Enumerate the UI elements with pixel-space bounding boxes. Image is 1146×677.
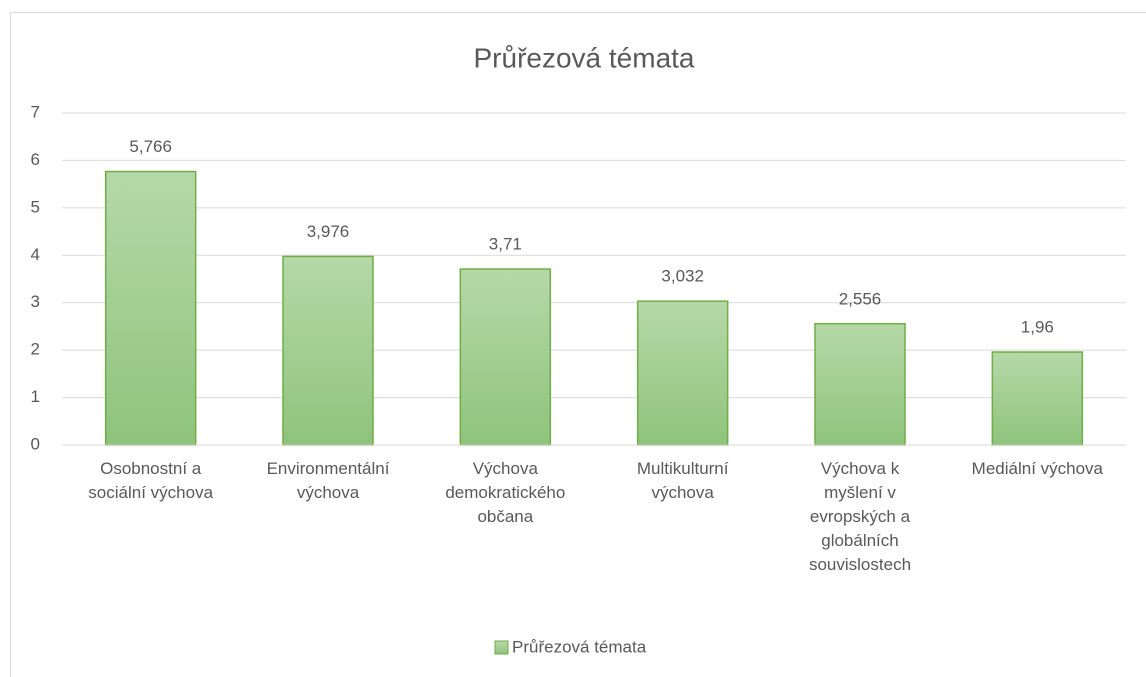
x-tick-label: Výchova demokratického občana (445, 459, 565, 526)
data-label: 3,71 (489, 235, 522, 254)
x-tick-label: Výchova k myšlení v evropských a globálních… (809, 459, 911, 574)
x-tick-label: Environmentální výchova (267, 459, 390, 502)
bar (104, 170, 197, 446)
bar (814, 323, 906, 446)
bar (459, 268, 552, 446)
legend-swatch (494, 640, 509, 655)
chart-title: Průřezová témata (474, 42, 695, 73)
y-tick-label: 3 (31, 292, 40, 311)
bar (282, 255, 374, 446)
data-label: 5,766 (129, 137, 172, 156)
x-tick-label: Mediální výchova (972, 459, 1104, 478)
y-tick-label: 5 (31, 197, 40, 216)
x-tick-label: Osobnostní a sociální výchova (88, 459, 213, 502)
y-tick-label: 1 (31, 387, 40, 406)
data-label: 3,976 (307, 222, 350, 241)
y-tick-label: 2 (31, 340, 40, 359)
y-tick-label: 0 (31, 434, 40, 453)
x-tick-label: Multikulturní výchova (637, 459, 729, 502)
chart-border (10, 12, 1146, 677)
data-label: 2,556 (839, 289, 882, 308)
y-tick-label: 4 (31, 245, 40, 264)
data-label: 1,96 (1021, 318, 1054, 337)
legend-label: Průřezová témata (512, 637, 647, 656)
bar (991, 351, 1084, 446)
data-label: 3,032 (661, 267, 704, 286)
y-tick-label: 6 (31, 150, 40, 169)
y-tick-label: 7 (31, 102, 40, 121)
bar (636, 300, 729, 446)
